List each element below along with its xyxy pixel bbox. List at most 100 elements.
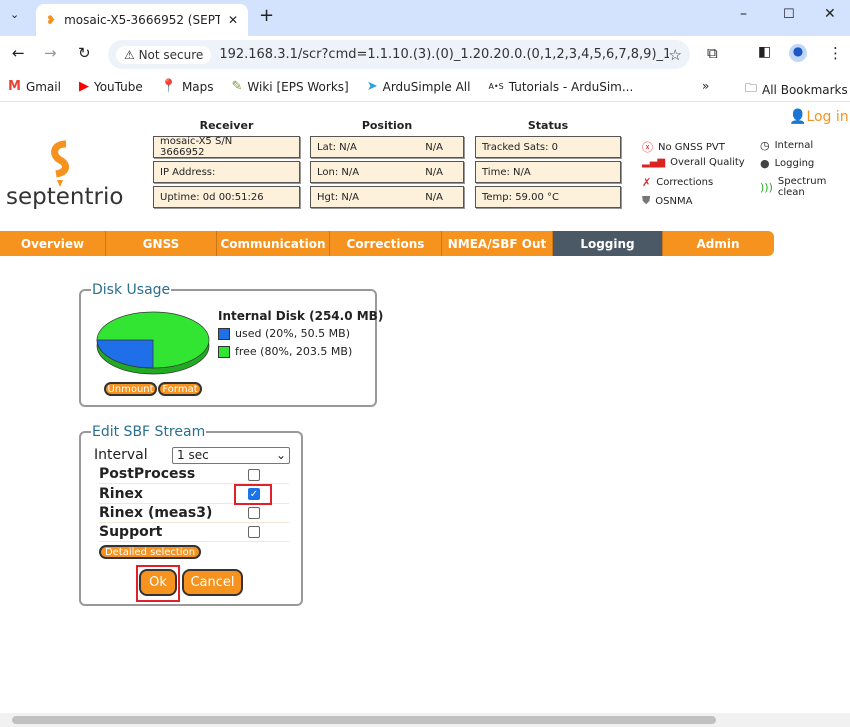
interval-label: Interval — [94, 447, 148, 463]
cancel-button[interactable]: Cancel — [182, 569, 243, 596]
wiki-icon: ✎ — [231, 79, 243, 94]
maps-icon: 📍 — [160, 79, 177, 94]
bookmark-label: ArduSimple All — [382, 79, 471, 94]
stream-label: PostProcess — [99, 466, 196, 482]
scrollbar-thumb[interactable] — [12, 716, 716, 724]
forward-icon[interactable]: → — [44, 44, 57, 62]
no-pvt-icon: ⓧ — [642, 141, 653, 154]
hgt-value: N/A — [425, 191, 443, 203]
nav-nmea-sbf-out[interactable]: NMEA/SBF Out — [442, 231, 553, 256]
bookmark-label: Wiki [EPS Works] — [247, 79, 349, 94]
user-icon: 👤 — [789, 109, 807, 125]
stream-label: Rinex (meas3) — [99, 505, 213, 521]
lat-text: Lat: N/A — [317, 141, 357, 153]
address-bar[interactable]: ⚠ Not secure 192.168.3.1/scr?cmd=1.1.10.… — [108, 40, 690, 69]
rinex-checkbox[interactable]: ✓ — [248, 488, 260, 500]
stream-row-rinex: Rinex — [99, 485, 289, 504]
stream-row-rinex-meas3: Rinex (meas3) — [99, 504, 289, 523]
unmount-button[interactable]: Unmount — [104, 382, 157, 396]
internal-indicator[interactable]: ◷ Internal — [760, 139, 813, 152]
rinex-meas3-checkbox[interactable] — [248, 507, 260, 519]
back-icon[interactable]: ← — [12, 44, 25, 62]
disk-pie-chart — [96, 311, 210, 375]
new-tab-button[interactable]: + — [259, 5, 275, 26]
telegram-icon: ➤ — [366, 79, 378, 94]
osnma-indicator[interactable]: ⛊ OSNMA — [642, 194, 692, 208]
receiver-heading: Receiver — [199, 119, 254, 132]
pie-slice-used — [96, 339, 154, 369]
spectrum-indicator[interactable]: ))) Spectrum clean — [760, 176, 850, 198]
septentrio-logo-mark — [46, 140, 74, 188]
nav-logging[interactable]: Logging — [553, 231, 663, 256]
youtube-icon: ▶ — [78, 79, 89, 94]
folder-icon: 🗀 — [745, 81, 758, 95]
tab-search-icon[interactable]: ⌄ — [10, 8, 20, 21]
bookmark-gmail[interactable]: M Gmail — [8, 79, 61, 94]
uptime: Uptime: 0d 00:51:26 — [153, 186, 300, 208]
bookmark-tutorials[interactable]: A•S Tutorials - ArduSim... — [488, 80, 633, 94]
favicon-icon: ❥ — [46, 13, 57, 27]
bookmark-wiki[interactable]: ✎ Wiki [EPS Works] — [232, 79, 349, 94]
clock-icon: ◷ — [760, 139, 770, 152]
tab-title: mosaic-X5-3666952 (SEPT) - S — [64, 13, 220, 27]
more-bookmarks-button[interactable]: » — [702, 79, 710, 93]
maximize-icon[interactable]: ☐ — [783, 7, 795, 22]
all-bookmarks-label: All Bookmarks — [762, 82, 848, 97]
format-button[interactable]: Format — [158, 382, 202, 396]
bookmark-star-icon[interactable]: ☆ — [668, 45, 682, 64]
nav-corrections[interactable]: Corrections — [330, 231, 442, 256]
horizontal-scrollbar[interactable] — [0, 713, 850, 727]
postprocess-checkbox[interactable] — [248, 469, 260, 481]
interval-select[interactable]: 1 sec ⌄ — [172, 447, 290, 464]
tracked-sats-text: Tracked Sats: 0 — [482, 141, 559, 153]
ardusimple-icon: A•S — [488, 82, 504, 91]
free-swatch — [218, 345, 230, 358]
all-bookmarks-button[interactable]: 🗀 All Bookmarks — [745, 79, 848, 100]
latitude: Lat: N/A N/A — [310, 136, 464, 158]
extensions-icon[interactable]: ⧉ — [707, 44, 718, 62]
minimize-icon[interactable]: – — [740, 6, 747, 22]
nav-overview[interactable]: Overview — [0, 231, 106, 256]
ip-address-text: IP Address: — [160, 166, 216, 178]
menu-icon[interactable]: ⋮ — [828, 44, 843, 62]
detailed-selection-button[interactable]: Detailed selection — [99, 545, 201, 559]
bookmark-label: Maps — [181, 79, 214, 94]
tracked-sats: Tracked Sats: 0 — [475, 136, 621, 158]
disk-usage-legend: Disk Usage — [92, 282, 171, 298]
nav-gnss[interactable]: GNSS — [106, 231, 217, 256]
lon-value: N/A — [425, 166, 443, 178]
indicator-label: Corrections — [656, 177, 714, 188]
no-gnss-pvt-indicator[interactable]: ⓧ No GNSS PVT — [642, 139, 725, 155]
corrections-indicator[interactable]: ✗ Corrections — [642, 176, 713, 189]
login-link[interactable]: 👤Log in — [789, 109, 849, 125]
reload-icon[interactable]: ↻ — [78, 44, 91, 62]
nav-communication[interactable]: Communication — [217, 231, 330, 256]
url-text: 192.168.3.1/scr?cmd=1.1.10.(3).(0)_1.20.… — [219, 47, 669, 62]
bookmark-maps[interactable]: 📍 Maps — [161, 79, 214, 94]
not-secure-badge[interactable]: ⚠ Not secure — [116, 45, 212, 64]
side-panel-icon[interactable]: ◧ — [758, 44, 772, 60]
bookmark-label: Tutorials - ArduSim... — [508, 79, 634, 94]
legend-free: free (80%, 203.5 MB) — [218, 345, 352, 358]
ok-button[interactable]: Ok — [139, 569, 177, 596]
shield-icon: ⛊ — [642, 194, 651, 207]
close-tab-icon[interactable]: ✕ — [227, 13, 238, 27]
logging-indicator[interactable]: ● Logging — [760, 157, 814, 170]
bookmark-youtube[interactable]: ▶ YouTube — [79, 79, 143, 94]
septentrio-logo: septentrio — [6, 184, 124, 210]
ip-address: IP Address: — [153, 161, 300, 183]
close-window-icon[interactable]: ✕ — [824, 6, 836, 22]
longitude: Lon: N/A N/A — [310, 161, 464, 183]
used-label: used (20%, 50.5 MB) — [235, 327, 351, 340]
free-label: free (80%, 203.5 MB) — [235, 345, 353, 358]
corrections-icon: ✗ — [642, 176, 652, 189]
status-heading: Status — [527, 119, 569, 132]
overall-quality-indicator[interactable]: ▂▄▆ Overall Quality — [642, 157, 745, 168]
support-checkbox[interactable] — [248, 526, 260, 538]
bookmark-ardusimple[interactable]: ➤ ArduSimple All — [367, 79, 471, 94]
browser-tab[interactable]: ❥ mosaic-X5-3666952 (SEPT) - S ✕ — [36, 4, 248, 36]
nav-admin[interactable]: Admin — [696, 236, 740, 251]
profile-avatar[interactable]: ● — [789, 44, 807, 62]
stream-label: Rinex — [99, 486, 144, 502]
highlight-rinex — [234, 484, 272, 505]
